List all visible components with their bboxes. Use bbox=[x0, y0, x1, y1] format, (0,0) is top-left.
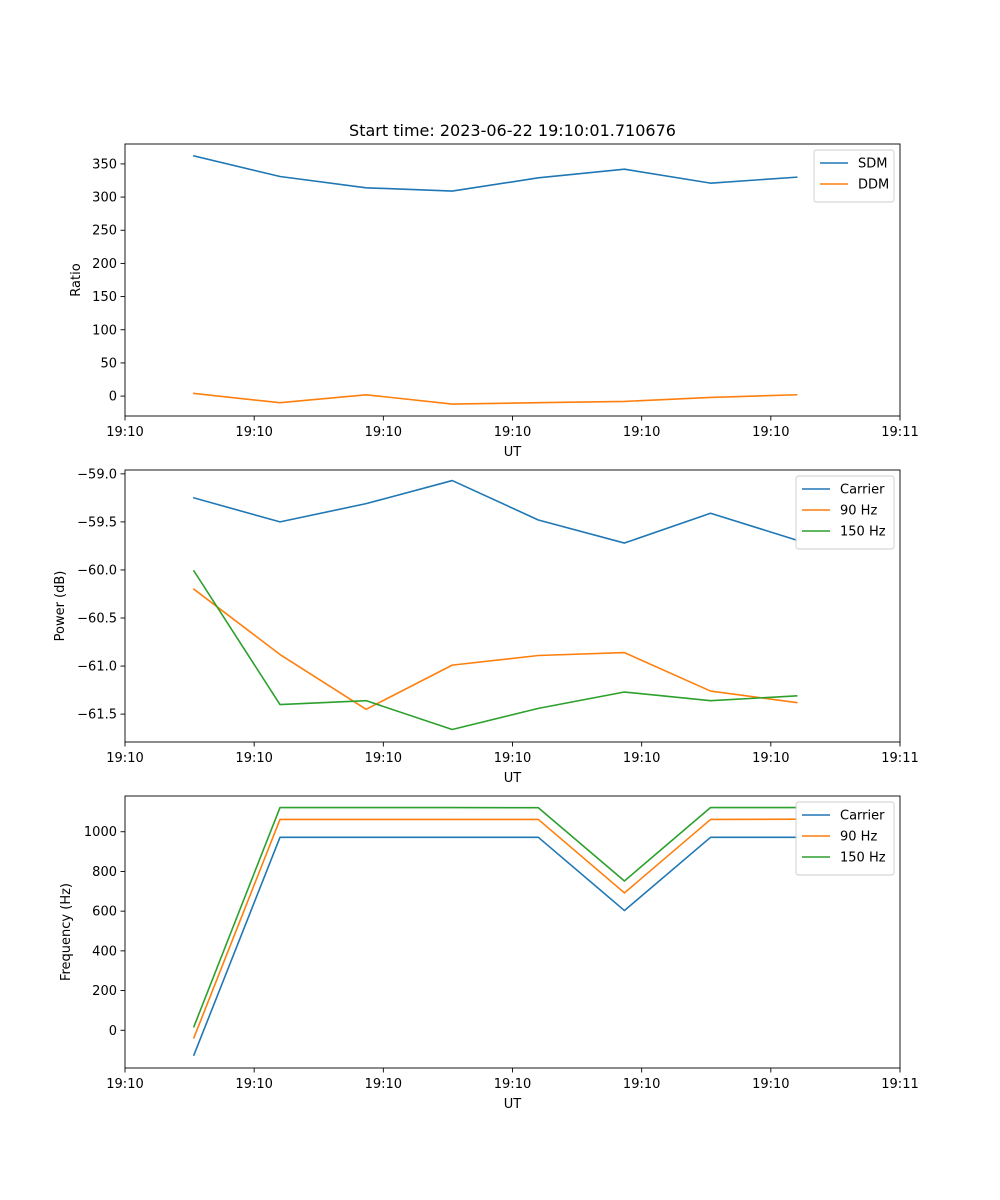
series-line-90-hz bbox=[192, 588, 798, 711]
legend-label: DDM bbox=[858, 178, 889, 193]
series-line-150-hz bbox=[192, 806, 798, 1028]
x-axis-label: UT bbox=[504, 771, 522, 786]
y-axis-label: Power (dB) bbox=[53, 571, 68, 642]
x-tick-label: 19:10 bbox=[623, 1077, 660, 1092]
y-tick-label: 200 bbox=[92, 984, 117, 999]
chart-panel-3: 19:10 19:10 19:10 19:10 19:10 19:10 19:11 0 200 4… bbox=[59, 795, 919, 1112]
x-axis-label: UT bbox=[504, 1097, 522, 1112]
x-tick-label: 19:10 bbox=[106, 751, 143, 766]
y-tick-label: 350 bbox=[92, 157, 117, 172]
legend-label: 150 Hz bbox=[840, 525, 886, 540]
x-tick-label: 19:11 bbox=[881, 425, 918, 440]
y-axis-label: Ratio bbox=[69, 263, 84, 296]
series-line-carrier bbox=[192, 479, 798, 544]
legend: Carrier 90 Hz 150 Hz bbox=[795, 801, 895, 876]
x-tick-label: 19:10 bbox=[494, 751, 531, 766]
legend: Carrier 90 Hz 150 Hz bbox=[795, 475, 895, 550]
x-tick-label: 19:11 bbox=[881, 1077, 918, 1092]
x-tick-label: 19:10 bbox=[106, 425, 143, 440]
y-tick-label: 0 bbox=[109, 1024, 117, 1039]
chart-panel-1: 19:10 19:10 19:10 19:10 19:10 19:10 19:11 0 50 10… bbox=[69, 121, 919, 460]
x-tick-label: 19:10 bbox=[235, 751, 272, 766]
y-tick-label: 600 bbox=[92, 905, 117, 920]
axes-frame bbox=[124, 143, 901, 417]
legend-label: Carrier bbox=[840, 809, 885, 824]
y-tick-label: 250 bbox=[92, 224, 117, 239]
y-tick-label: −59.0 bbox=[77, 467, 117, 482]
x-tick-label: 19:10 bbox=[365, 1077, 402, 1092]
x-tick-label: 19:10 bbox=[235, 425, 272, 440]
legend: SDM DDM bbox=[813, 149, 895, 203]
x-tick-label: 19:10 bbox=[752, 751, 789, 766]
y-tick-label: 200 bbox=[92, 257, 117, 272]
x-tick-label: 19:10 bbox=[365, 425, 402, 440]
legend-label: 90 Hz bbox=[840, 504, 877, 519]
series-line-150-hz bbox=[192, 569, 798, 731]
x-tick-label: 19:10 bbox=[365, 751, 402, 766]
y-tick-label: −60.5 bbox=[77, 612, 117, 627]
legend-label: 90 Hz bbox=[840, 830, 877, 845]
y-tick-label: 1000 bbox=[84, 825, 117, 840]
y-axis-label: Frequency (Hz) bbox=[59, 883, 74, 981]
legend-label: Carrier bbox=[840, 483, 885, 498]
chart-title: Start time: 2023-06-22 19:10:01.710676 bbox=[349, 121, 676, 140]
y-tick-label: 400 bbox=[92, 944, 117, 959]
x-tick-label: 19:10 bbox=[623, 751, 660, 766]
chart-panel-2: 19:10 19:10 19:10 19:10 19:10 19:10 19:11 −59.0… bbox=[53, 467, 919, 786]
legend-label: SDM bbox=[858, 157, 887, 172]
y-tick-label: 300 bbox=[92, 191, 117, 206]
series-line-carrier bbox=[192, 836, 798, 1057]
y-tick-label: −61.0 bbox=[77, 660, 117, 675]
y-tick-label: 0 bbox=[109, 390, 117, 405]
legend-label: 150 Hz bbox=[840, 851, 886, 866]
x-tick-label: 19:10 bbox=[752, 425, 789, 440]
x-tick-label: 19:10 bbox=[235, 1077, 272, 1092]
x-tick-label: 19:11 bbox=[881, 751, 918, 766]
series-line-ddm bbox=[193, 392, 798, 405]
x-axis-label: UT bbox=[504, 445, 522, 460]
y-tick-label: 800 bbox=[92, 865, 117, 880]
y-tick-label: 50 bbox=[100, 356, 117, 371]
x-tick-label: 19:10 bbox=[494, 425, 531, 440]
x-tick-label: 19:10 bbox=[106, 1077, 143, 1092]
y-tick-label: −59.5 bbox=[77, 515, 117, 530]
x-tick-label: 19:10 bbox=[494, 1077, 531, 1092]
y-tick-label: −60.0 bbox=[77, 563, 117, 578]
x-tick-label: 19:10 bbox=[752, 1077, 789, 1092]
y-tick-label: −61.5 bbox=[77, 708, 117, 723]
y-tick-label: 150 bbox=[92, 290, 117, 305]
x-tick-label: 19:10 bbox=[623, 425, 660, 440]
series-line-90-hz bbox=[192, 818, 798, 1039]
series-line-sdm bbox=[192, 154, 798, 192]
y-tick-label: 100 bbox=[92, 323, 117, 338]
